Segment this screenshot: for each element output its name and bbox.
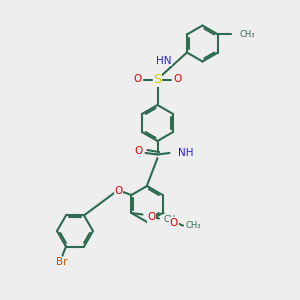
Text: O: O <box>133 74 141 85</box>
Text: HN: HN <box>156 56 172 66</box>
Text: CH₃: CH₃ <box>164 214 179 224</box>
Text: O: O <box>134 146 142 157</box>
Text: O: O <box>114 186 122 197</box>
Text: NH: NH <box>178 148 193 158</box>
Text: CH₃: CH₃ <box>239 30 255 39</box>
Text: Br: Br <box>56 257 67 267</box>
Text: S: S <box>153 73 162 86</box>
Text: O: O <box>147 212 156 223</box>
Text: CH₃: CH₃ <box>185 221 201 230</box>
Text: O: O <box>170 218 178 228</box>
Text: O: O <box>174 74 182 85</box>
